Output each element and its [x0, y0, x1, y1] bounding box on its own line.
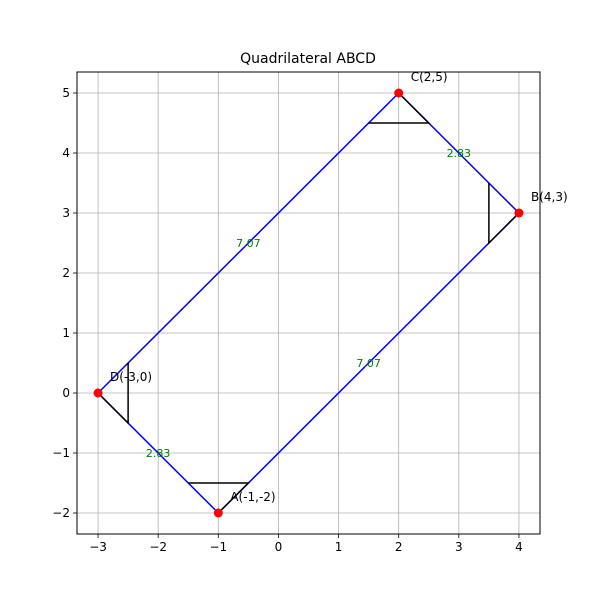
y-tick-label: 5 — [62, 86, 70, 100]
y-tick-label: 0 — [62, 386, 70, 400]
y-tick-label: 2 — [62, 266, 70, 280]
y-tick-label: 4 — [62, 146, 70, 160]
axes-frame — [76, 71, 541, 535]
y-tick-label: 3 — [62, 206, 70, 220]
right-angle-mark-B — [488, 183, 520, 245]
axis-ticks: −3 −2 −1 0 1 2 3 4 −2 −1 0 1 2 3 4 5 — [52, 86, 522, 554]
x-tick-label: 2 — [395, 540, 403, 554]
y-tick-label: −1 — [52, 446, 70, 460]
x-tick-label: 3 — [455, 540, 463, 554]
side-AB — [217, 212, 520, 514]
chart-title: Quadrilateral ABCD — [240, 51, 376, 67]
side-CD — [97, 92, 400, 394]
y-tick-label: 1 — [62, 326, 70, 340]
vertex-label-D: D(-3,0) — [110, 370, 152, 384]
x-tick-label: −3 — [89, 540, 107, 554]
side-length-label: 7.07 — [236, 237, 261, 250]
right-angle-mark-C — [368, 92, 431, 124]
side-length-label: 7.07 — [356, 357, 381, 370]
x-tick-label: −2 — [149, 540, 167, 554]
x-tick-label: 1 — [335, 540, 343, 554]
side-length-label: 2.83 — [146, 447, 171, 460]
grid-lines — [77, 72, 540, 534]
vertex-label-C: C(2,5) — [411, 70, 448, 84]
vertex-point-D — [93, 388, 103, 398]
vertex-point-C — [394, 88, 404, 98]
right-angle-mark-D — [97, 363, 129, 425]
vertex-label-A: A(-1,-2) — [230, 490, 275, 504]
right-angle-mark-A — [188, 482, 251, 514]
x-tick-label: 4 — [515, 540, 523, 554]
y-tick-label: −2 — [52, 506, 70, 520]
x-tick-label: −1 — [209, 540, 227, 554]
side-length-label: 2.83 — [447, 147, 472, 160]
vertex-point-B — [514, 208, 524, 218]
x-tick-label: 0 — [275, 540, 283, 554]
vertex-point-A — [213, 508, 223, 518]
vertex-label-B: B(4,3) — [531, 190, 568, 204]
